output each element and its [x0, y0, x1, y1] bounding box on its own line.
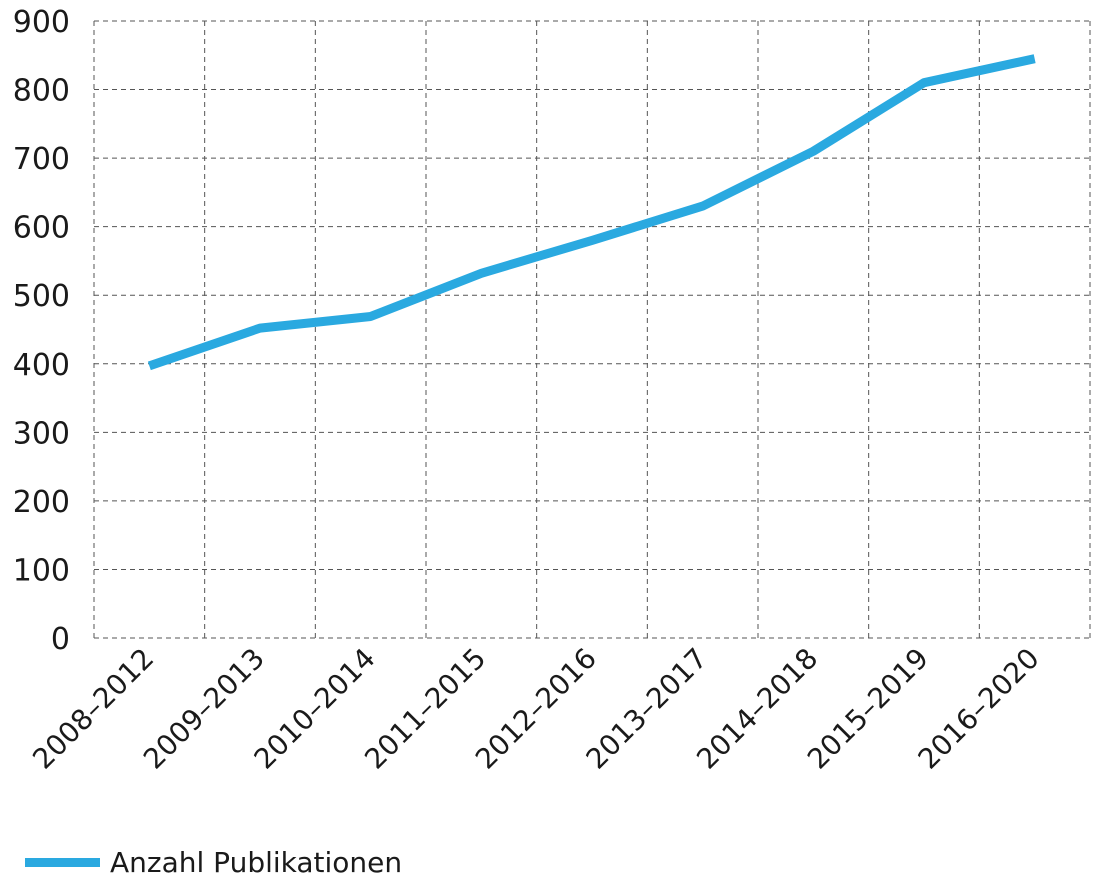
y-tick-label: 700 — [13, 142, 70, 177]
y-tick-label: 300 — [13, 416, 70, 451]
y-tick-label: 800 — [13, 74, 70, 109]
y-tick-label: 900 — [13, 5, 70, 40]
x-axis: 2008–20122009–20132010–20142011–20152012… — [26, 642, 1045, 776]
y-tick-label: 500 — [13, 279, 70, 314]
y-tick-label: 100 — [13, 553, 70, 588]
y-tick-label: 0 — [51, 622, 70, 657]
y-axis: 0 100 200 300 400 500 600 700 800 900 — [13, 5, 70, 657]
y-tick-label: 600 — [13, 211, 70, 246]
series-layer — [147, 54, 1036, 371]
legend-label: Anzahl Publikationen — [110, 845, 403, 879]
series-line — [147, 54, 1036, 371]
legend: Anzahl Publikationen — [25, 842, 402, 882]
legend-swatch — [25, 857, 100, 867]
y-tick-label: 200 — [13, 485, 70, 520]
grid — [93, 20, 1091, 639]
y-tick-label: 400 — [13, 348, 70, 383]
